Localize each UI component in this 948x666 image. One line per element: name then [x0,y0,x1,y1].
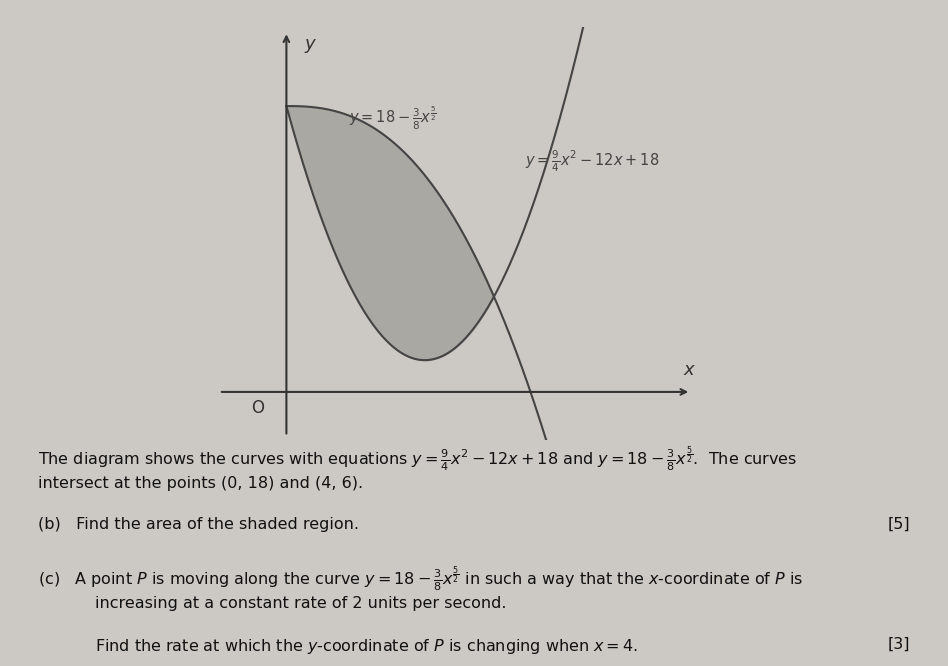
Text: intersect at the points (0, 18) and (4, 6).: intersect at the points (0, 18) and (4, … [38,476,363,491]
Text: $y = 18 - \frac{3}{8}x^{\frac{5}{2}}$: $y = 18 - \frac{3}{8}x^{\frac{5}{2}}$ [349,105,436,133]
Text: y: y [304,35,315,53]
Text: x: x [684,361,694,379]
Text: O: O [251,399,264,417]
Text: [5]: [5] [887,517,910,531]
Text: [3]: [3] [887,637,910,651]
Text: The diagram shows the curves with equations $y = \frac{9}{4}x^2 - 12x + 18$ and : The diagram shows the curves with equati… [38,444,797,474]
Text: (c)   A point $P$ is moving along the curve $y = 18 - \frac{3}{8}x^{\frac{5}{2}}: (c) A point $P$ is moving along the curv… [38,564,803,594]
Text: (b)   Find the area of the shaded region.: (b) Find the area of the shaded region. [38,517,359,531]
Text: $y = \frac{9}{4}x^2 - 12x + 18$: $y = \frac{9}{4}x^2 - 12x + 18$ [525,149,660,174]
Text: Find the rate at which the $y$-coordinate of $P$ is changing when $x = 4$.: Find the rate at which the $y$-coordinat… [95,637,638,655]
Text: increasing at a constant rate of 2 units per second.: increasing at a constant rate of 2 units… [95,596,506,611]
